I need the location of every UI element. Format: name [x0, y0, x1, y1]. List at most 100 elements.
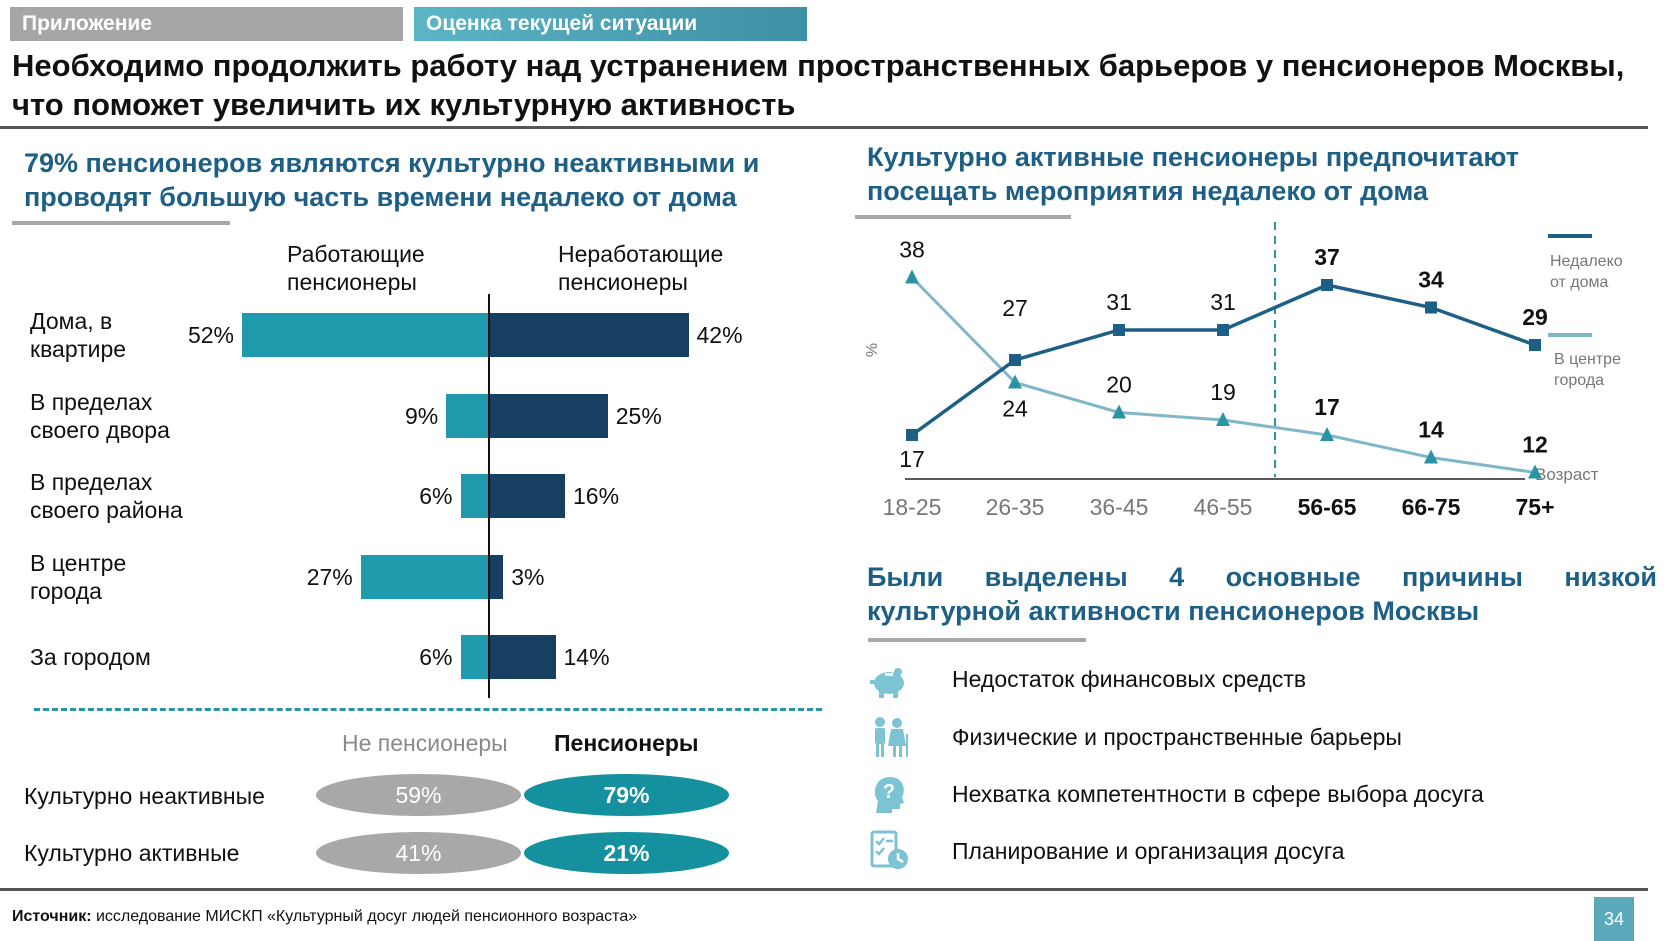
point-near-home	[1425, 301, 1437, 314]
ellipse-non-pensioners-active: 41%	[316, 832, 521, 874]
bar-nonworking-district	[489, 474, 565, 518]
source-text: исследование МИСКП «Культурный досуг люд…	[91, 908, 638, 925]
category-label-home: Дома, в квартире	[30, 307, 126, 363]
reason-text: Планирование и организация досуга	[952, 838, 1345, 864]
category-label-district: В пределах своего района	[30, 468, 183, 524]
data-label-center: 17	[1314, 394, 1340, 420]
value-label-nonworking: 25%	[615, 402, 662, 429]
point-near-home	[1529, 339, 1541, 351]
point-center	[1424, 449, 1438, 464]
tab-appendix[interactable]: Приложение	[10, 7, 403, 41]
x-tick-label: 75+	[1515, 494, 1554, 520]
category-label-line: За городом	[30, 644, 151, 670]
value-label-working: 9%	[405, 402, 439, 429]
piggy-bank-icon	[870, 668, 904, 698]
reasons-word: 4	[1169, 562, 1185, 592]
page-title: Необходимо продолжить работу над устране…	[12, 46, 1672, 124]
title-divider	[0, 126, 1648, 129]
x-tick-label: 56-65	[1298, 494, 1357, 520]
category-label-line: Дома, в	[30, 308, 113, 334]
footer-divider	[0, 888, 1648, 891]
bar-working-center	[360, 554, 489, 599]
right-heading-underline	[855, 215, 1071, 219]
legend-swatch-near-home	[1548, 234, 1592, 238]
category-label-line: В центре	[30, 549, 127, 576]
data-label-center: 14	[1418, 417, 1444, 443]
x-tick-label: 36-45	[1090, 494, 1149, 520]
right-heading-line2: посещать мероприятия недалеко от дома	[867, 176, 1429, 206]
category-label-line: своего района	[30, 497, 183, 523]
col-header-nonworking: Неработающие пенсионеры	[558, 240, 723, 296]
reasons-word: причины	[1401, 562, 1523, 592]
point-near-home	[906, 429, 918, 441]
data-label-center: 24	[1002, 396, 1028, 422]
category-label-line: квартире	[30, 336, 127, 362]
category-label-yard: В пределах своего двора	[30, 388, 170, 444]
checklist-clock-icon	[870, 830, 908, 869]
x-tick-label: 66-75	[1402, 494, 1461, 520]
ellipse-non-pensioners-inactive: 59%	[316, 774, 521, 816]
svg-text:?: ?	[883, 781, 895, 803]
point-near-home	[1113, 324, 1125, 336]
left-heading-line1: 79% пенсионеров являются культурно неакт…	[24, 148, 760, 178]
reasons-word: Были	[867, 562, 944, 592]
data-label-near-home: 34	[1418, 267, 1444, 293]
y-axis-label: %	[864, 343, 881, 357]
data-label-center: 19	[1210, 379, 1236, 405]
bar-nonworking-yard	[489, 393, 608, 438]
compare-label-active: Культурно активные	[24, 840, 240, 866]
legend-label-near-home: Недалеко	[1550, 253, 1623, 270]
right-heading: Культурно активные пенсионеры предпочита…	[867, 140, 1647, 208]
reason-text: Физические и пространственные барьеры	[952, 724, 1402, 750]
source-label: Источник:	[12, 908, 92, 925]
x-tick-label: 26-35	[986, 494, 1045, 520]
reason-text: Нехватка компетентности в сфере выбора д…	[952, 781, 1484, 807]
tab-current-situation[interactable]: Оценка текущей ситуации	[414, 7, 807, 41]
question-head-icon: ?	[874, 777, 904, 813]
point-center	[1528, 464, 1542, 479]
point-near-home	[1217, 324, 1229, 336]
left-heading: 79% пенсионеров являются культурно неакт…	[24, 146, 824, 214]
reasons-heading-line2: культурной активности пенсионеров Москвы	[867, 596, 1480, 626]
data-label-near-home: 31	[1106, 289, 1132, 315]
bar-nonworking-center	[489, 554, 504, 599]
compare-header-non-pensioners: Не пенсионеры	[342, 730, 508, 756]
value-label-nonworking: 14%	[563, 644, 610, 670]
compare-header-pensioners: Пенсионеры	[554, 730, 699, 756]
col-header-working-line1: Работающие	[287, 241, 425, 267]
point-near-home	[1009, 354, 1021, 366]
left-heading-line2: проводят большую часть времени недалеко …	[24, 182, 737, 212]
page-title-line2: что поможет увеличить их культурную акти…	[12, 87, 796, 122]
right-heading-line1: Культурно активные пенсионеры предпочита…	[867, 142, 1520, 172]
category-label-center: В центре города	[30, 549, 126, 605]
col-header-working-line2: пенсионеры	[287, 269, 417, 295]
col-header-working: Работающие пенсионеры	[287, 240, 425, 296]
reasons-word: низкой	[1564, 562, 1657, 592]
category-label-line: В пределах	[30, 388, 153, 415]
diverging-axis-line	[488, 294, 490, 698]
reasons-heading-line1: Были выделены 4 основные причины низкой	[867, 560, 1657, 594]
value-label-working: 6%	[419, 644, 453, 670]
bar-working-district	[460, 474, 489, 518]
data-label-center: 38	[899, 237, 925, 263]
col-header-nonworking-line2: пенсионеры	[558, 269, 688, 295]
data-label-near-home: 31	[1210, 289, 1236, 315]
reason-text: Недостаток финансовых средств	[952, 666, 1307, 692]
point-center	[1112, 404, 1126, 419]
legend-label-center: В центре	[1554, 351, 1621, 368]
bar-working-yard	[446, 393, 489, 438]
legend-swatch-center	[1548, 333, 1592, 337]
point-center	[1216, 412, 1230, 426]
category-label-line: В пределах	[30, 469, 153, 495]
elderly-couple-icon	[875, 717, 908, 757]
x-axis-label: Возраст	[1535, 465, 1599, 484]
dashed-divider	[34, 708, 822, 711]
point-near-home	[1321, 279, 1333, 291]
page-title-line1: Необходимо продолжить работу над устране…	[12, 48, 1625, 83]
value-label-working: 52%	[187, 322, 234, 348]
bar-nonworking-outside	[489, 635, 556, 679]
reasons-heading-underline	[868, 638, 1086, 642]
reasons-word: выделены	[984, 562, 1128, 592]
data-label-near-home: 37	[1314, 244, 1340, 270]
bar-working-home	[242, 313, 489, 357]
